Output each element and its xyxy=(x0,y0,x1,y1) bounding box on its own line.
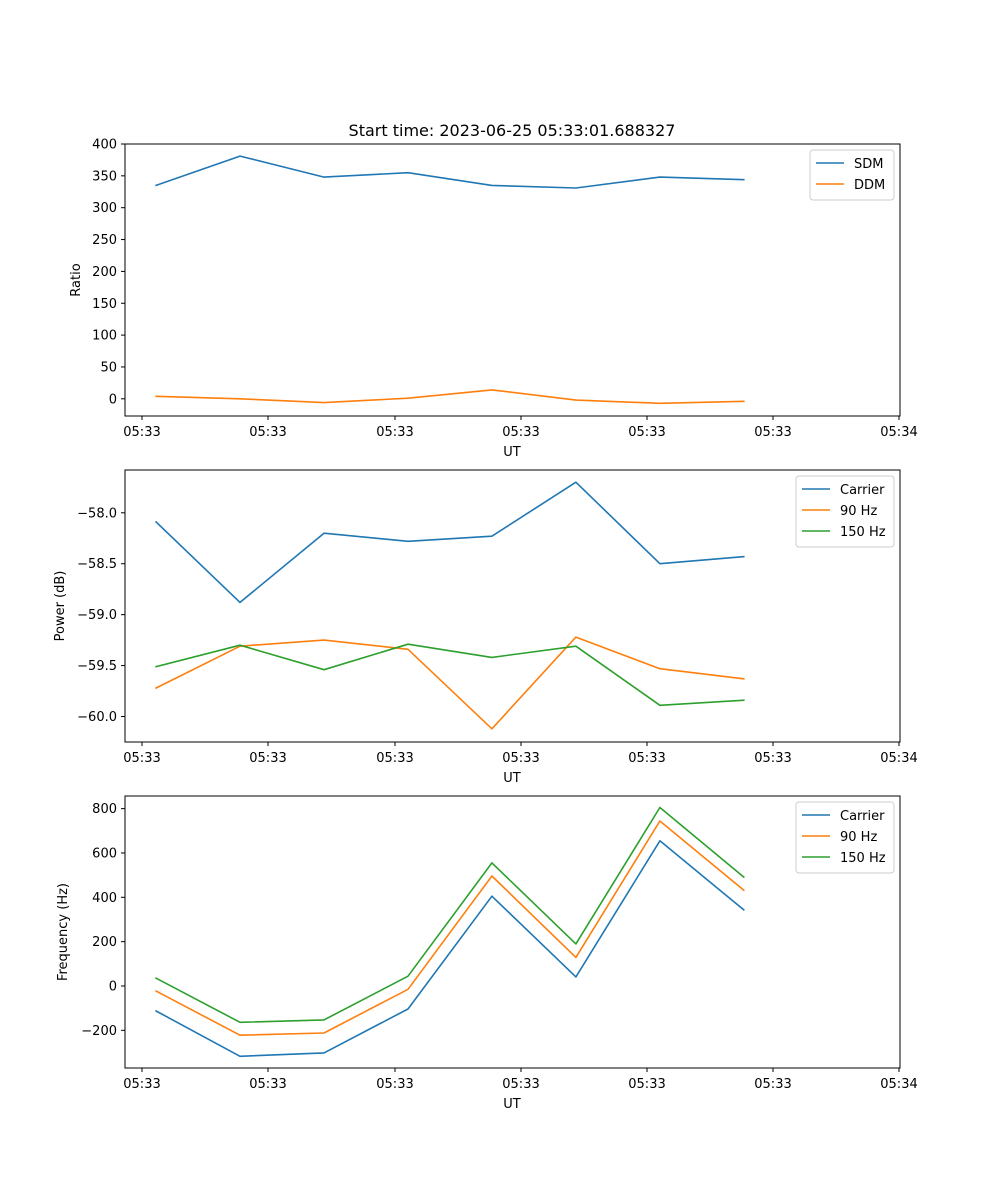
y-tick-label: 200 xyxy=(92,935,117,950)
subplot-1: 05:33 05:33 05:33 05:33 05:33 05:33 05:34 0 50 10… xyxy=(69,138,918,461)
subplot-3: 05:33 05:33 05:33 05:33 05:33 05:33 05:34 −200 0… xyxy=(56,795,918,1112)
legend-label: 150 Hz xyxy=(840,525,886,540)
y-tick-label: 0 xyxy=(109,979,117,994)
x-tick-label: 05:33 xyxy=(376,751,413,766)
series-line-90-hz xyxy=(155,820,745,1036)
series-line-150-hz xyxy=(155,643,745,707)
series-line-90-hz xyxy=(155,636,745,730)
y-tick-label: 400 xyxy=(92,891,117,906)
y-tick-label: −59.0 xyxy=(77,608,117,623)
x-tick-label: 05:33 xyxy=(628,425,665,440)
y-axis-label: Ratio xyxy=(69,263,84,296)
x-tick-label: 05:33 xyxy=(249,1077,286,1092)
legend-label: 90 Hz xyxy=(840,504,877,519)
x-tick-label: 05:33 xyxy=(502,1077,539,1092)
x-tick-label: 05:33 xyxy=(502,751,539,766)
y-tick-label: −58.5 xyxy=(77,557,117,572)
chart-title: Start time: 2023-06-25 05:33:01.688327 xyxy=(349,121,676,140)
legend-label: 150 Hz xyxy=(840,851,886,866)
y-tick-label: −58.0 xyxy=(77,506,117,521)
x-tick-label: 05:33 xyxy=(249,751,286,766)
legend-label: Carrier xyxy=(840,483,885,498)
x-tick-label: 05:33 xyxy=(628,1077,665,1092)
x-axis-label: UT xyxy=(503,445,521,460)
plot-area-frame xyxy=(124,143,901,417)
x-tick-label: 05:33 xyxy=(123,1077,160,1092)
plot-area-frame xyxy=(124,795,901,1069)
y-tick-label: −60.0 xyxy=(77,710,117,725)
y-tick-label: 800 xyxy=(92,802,117,817)
y-tick-label: 350 xyxy=(92,169,117,184)
legend: SDM DDM xyxy=(809,149,895,201)
y-tick-label: −59.5 xyxy=(77,659,117,674)
x-tick-label: 05:33 xyxy=(376,1077,413,1092)
y-tick-label: 50 xyxy=(100,360,117,375)
x-tick-label: 05:34 xyxy=(880,1077,917,1092)
y-tick-label: 150 xyxy=(92,297,117,312)
subplot-2: 05:33 05:33 05:33 05:33 05:33 05:33 05:34 −60.0… xyxy=(53,469,918,786)
x-tick-label: 05:33 xyxy=(123,425,160,440)
legend-label: Carrier xyxy=(840,809,885,824)
legend-frame xyxy=(795,801,895,874)
y-tick-label: 0 xyxy=(109,392,117,407)
legend: Carrier 90 Hz 150 Hz xyxy=(795,801,895,874)
x-tick-label: 05:33 xyxy=(249,425,286,440)
series-line-carrier xyxy=(154,481,745,604)
y-tick-label: −200 xyxy=(81,1024,117,1039)
series-line-ddm xyxy=(155,389,745,405)
legend: Carrier 90 Hz 150 Hz xyxy=(795,475,895,548)
y-tick-label: 200 xyxy=(92,265,117,280)
x-tick-label: 05:33 xyxy=(754,751,791,766)
series-line-150-hz xyxy=(155,806,745,1024)
legend-label: SDM xyxy=(854,157,883,172)
x-tick-label: 05:33 xyxy=(502,425,539,440)
y-tick-label: 300 xyxy=(92,201,117,216)
x-tick-label: 05:33 xyxy=(754,1077,791,1092)
y-tick-label: 400 xyxy=(92,138,117,153)
y-tick-label: 250 xyxy=(92,233,117,248)
y-tick-label: 600 xyxy=(92,846,117,861)
x-tick-label: 05:33 xyxy=(376,425,413,440)
legend-frame xyxy=(795,475,895,548)
x-tick-label: 05:34 xyxy=(880,751,917,766)
x-tick-label: 05:33 xyxy=(628,751,665,766)
x-tick-label: 05:33 xyxy=(123,751,160,766)
series-line-sdm xyxy=(155,155,745,189)
legend-label: DDM xyxy=(854,178,885,193)
legend-label: 90 Hz xyxy=(840,830,877,845)
series-line-carrier xyxy=(155,839,745,1058)
y-axis-label: Frequency (Hz) xyxy=(56,883,71,981)
x-axis-label: UT xyxy=(503,771,521,786)
x-tick-label: 05:33 xyxy=(754,425,791,440)
plot-area-frame xyxy=(124,469,901,743)
x-axis-label: UT xyxy=(503,1097,521,1112)
y-axis-label: Power (dB) xyxy=(53,571,68,642)
x-tick-label: 05:34 xyxy=(880,425,917,440)
y-tick-label: 100 xyxy=(92,329,117,344)
